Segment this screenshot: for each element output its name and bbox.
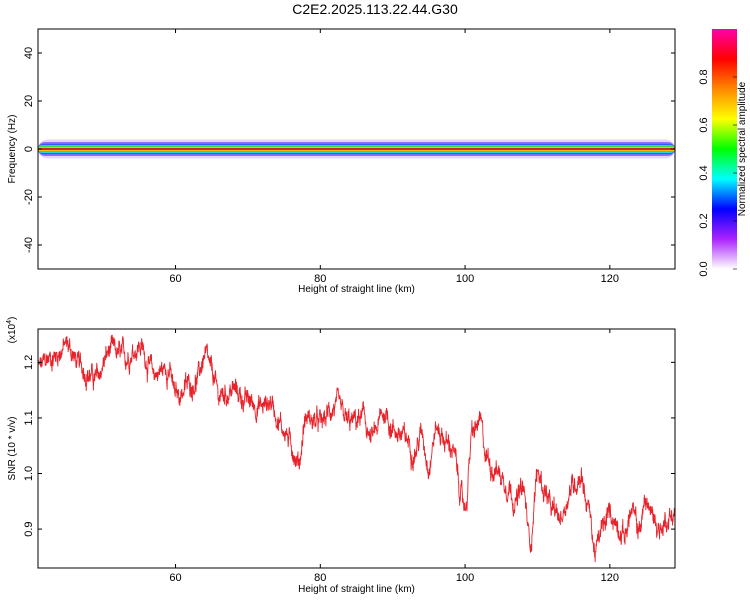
snr-x-tick-label: 100 bbox=[456, 572, 474, 584]
snr-scale-note: (x104) bbox=[6, 317, 18, 344]
snr-x-tick-label: 60 bbox=[169, 572, 181, 584]
figure-title: C2E2.2025.113.22.44.G30 bbox=[292, 1, 458, 17]
snr-y-tick-label: 1.2 bbox=[23, 355, 35, 370]
snr-x-tick-label: 120 bbox=[601, 572, 619, 584]
colorbar-tick-label: 0.0 bbox=[698, 261, 710, 276]
spectrogram-x-tick-label: 120 bbox=[601, 273, 619, 285]
snr-panel: 60 80 100 120 1.2 1.1 1.0 0.9 Height of straig… bbox=[6, 317, 676, 595]
snr-scale-exponent: 4 bbox=[6, 320, 13, 324]
snr-y-tick-label: 1.1 bbox=[23, 410, 35, 425]
colorbar: 0.0 0.2 0.4 0.6 0.8 Normalized spectral ampl… bbox=[698, 29, 748, 277]
snr-frame bbox=[37, 328, 676, 569]
snr-y-tick-label: 0.9 bbox=[23, 521, 35, 536]
spectrogram-panel: 60 80 100 120 40 20 0 -20 -40 Height of straigh… bbox=[7, 28, 676, 295]
spectrogram-x-tick-label: 100 bbox=[456, 273, 474, 285]
snr-y-tick-label: 1.0 bbox=[23, 466, 35, 481]
spectrogram-x-ticks: 60 80 100 120 bbox=[169, 29, 619, 285]
spectrogram-x-label: Height of straight line (km) bbox=[298, 284, 415, 295]
snr-scale-close: ) bbox=[7, 317, 18, 320]
colorbar-label: Normalized spectral amplitude bbox=[737, 81, 748, 216]
spectrogram-y-ticks: 40 20 0 -20 -40 bbox=[23, 47, 675, 253]
colorbar-tick-label: 0.8 bbox=[698, 69, 710, 84]
spectrogram-x-tick-label: 80 bbox=[314, 273, 326, 285]
snr-series-line bbox=[38, 334, 675, 563]
spectrogram-y-label: Frequency (Hz) bbox=[7, 115, 18, 184]
spectrogram-y-tick-label: 0 bbox=[23, 146, 35, 152]
colorbar-ticks: 0.0 0.2 0.4 0.6 0.8 bbox=[698, 69, 737, 277]
snr-x-ticks: 60 80 100 120 bbox=[169, 329, 619, 584]
colorbar-gradient bbox=[712, 29, 737, 269]
spectrogram-y-tick-label: 20 bbox=[23, 95, 35, 107]
colorbar-tick-label: 0.2 bbox=[698, 213, 710, 228]
colorbar-tick-label: 0.4 bbox=[698, 165, 710, 180]
spectrogram-y-tick-label: -40 bbox=[23, 237, 35, 253]
snr-x-tick-label: 80 bbox=[314, 572, 326, 584]
snr-y-ticks: 1.2 1.1 1.0 0.9 bbox=[23, 355, 675, 537]
snr-x-label: Height of straight line (km) bbox=[298, 584, 415, 595]
spectrogram-y-tick-label: 40 bbox=[23, 47, 35, 59]
snr-y-label: SNR (10 * v/v) bbox=[7, 417, 18, 481]
spectrogram-y-tick-label: -20 bbox=[23, 189, 35, 205]
spectrogram-x-tick-label: 60 bbox=[169, 273, 181, 285]
snr-scale-base: (x10 bbox=[7, 323, 18, 343]
spectral-band bbox=[38, 139, 675, 159]
colorbar-tick-label: 0.6 bbox=[698, 117, 710, 132]
